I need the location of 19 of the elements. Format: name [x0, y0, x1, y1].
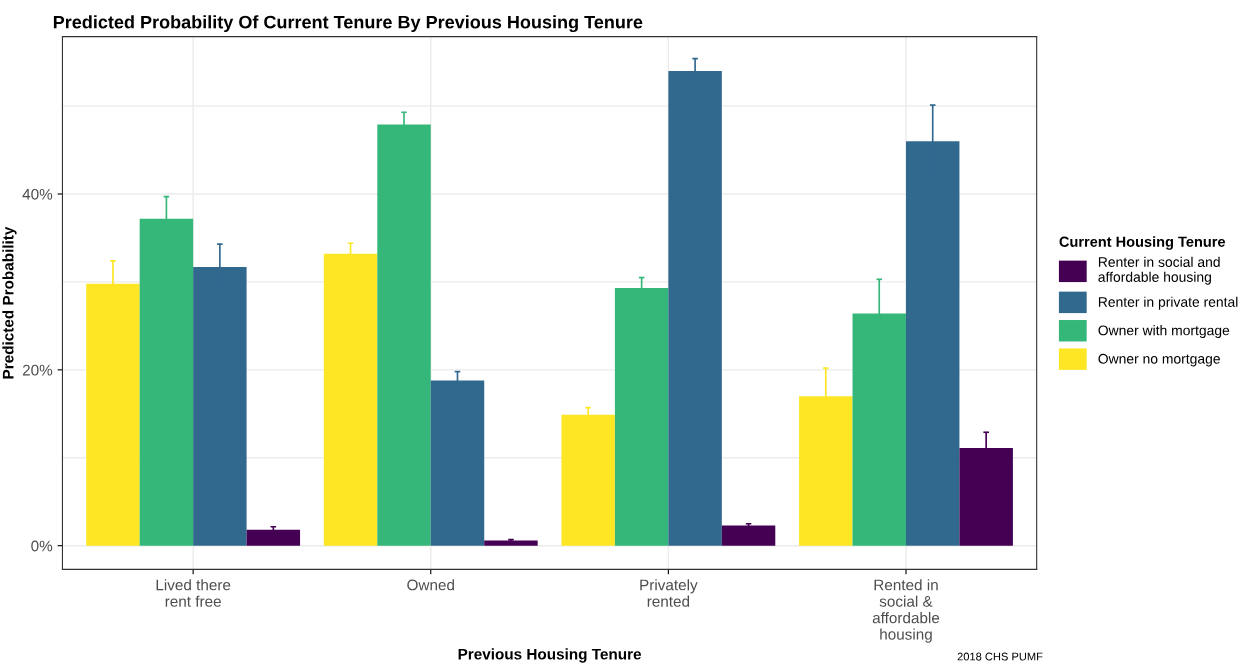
y-tick-label: 20%: [22, 364, 53, 376]
x-axis-title: Previous Housing Tenure: [458, 648, 642, 663]
x-tick-label: Privately rented: [640, 579, 698, 607]
y-axis-title: Predicted Probability: [2, 226, 17, 379]
chart-title: Predicted Probability Of Current Tenure By Previous Housing Tenure: [53, 15, 643, 33]
text: 2018 CHS PUMF: [957, 652, 1043, 661]
bar: [721, 525, 776, 546]
bar: [484, 540, 538, 546]
legend-label: Renter in social and affordable housing: [1098, 256, 1220, 285]
legend-label: Owner no mortgage: [1098, 353, 1220, 367]
y-tick-label: 0%: [31, 540, 53, 552]
legend-label: Renter in private rental: [1098, 296, 1238, 310]
x-tick-label: Lived there rent free: [156, 579, 231, 607]
bar: [246, 529, 301, 546]
x-tick-label: Owned: [407, 579, 454, 591]
x-tick-label: Rented in social & affordable housing: [872, 579, 940, 643]
legend-title: Current Housing Tenure: [1059, 236, 1226, 250]
y-tick-label: 40%: [22, 188, 53, 200]
legend-label: Owner with mortgage: [1098, 325, 1230, 339]
